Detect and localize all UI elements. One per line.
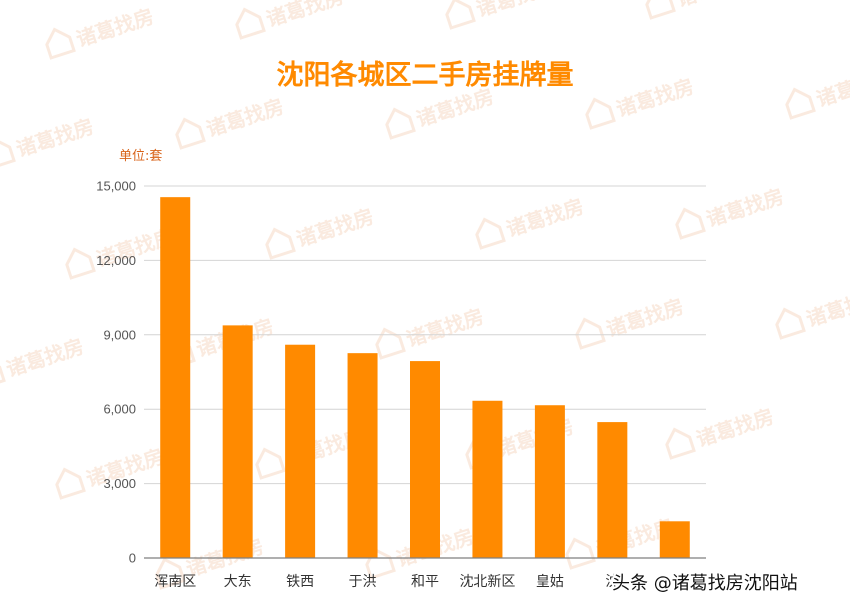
house-icon <box>445 0 476 30</box>
x-axis-ticks: 浑南区 大东 铁西 于洪 和平 沈北新区 皇姑 沈 <box>154 574 619 590</box>
x-tick-label: 皇姑 <box>536 574 564 590</box>
watermark-text: 诸葛找房 <box>673 0 757 11</box>
house-icon <box>235 7 266 40</box>
credit-overlay: 头条 @诸葛找房沈阳站 头条 @诸葛找房沈阳站 <box>610 571 800 596</box>
bar <box>597 422 628 558</box>
watermark-text: 诸葛找房 <box>403 304 487 352</box>
credit-text: 头条 @诸葛找房沈阳站 <box>612 573 798 594</box>
house-icon <box>645 0 676 20</box>
watermark-text: 诸葛找房 <box>503 194 587 242</box>
house-icon <box>675 207 706 240</box>
y-tick-label: 9,000 <box>103 327 136 342</box>
watermark: 诸葛找房 <box>265 204 377 260</box>
watermark: 诸葛找房 <box>785 64 850 120</box>
x-tick-label: 铁西 <box>286 574 314 590</box>
bar <box>160 197 191 558</box>
x-tick-label: 浑南区 <box>154 574 196 590</box>
house-icon <box>255 447 286 480</box>
house-icon <box>575 317 606 350</box>
watermark: 诸葛找房 <box>665 404 777 460</box>
bar <box>472 400 503 558</box>
watermark-text: 诸葛找房 <box>813 64 850 112</box>
watermark: 诸葛找房 <box>675 184 787 240</box>
bar <box>410 361 440 558</box>
watermark-text: 诸葛找房 <box>803 284 850 332</box>
x-tick-label: 和平 <box>411 574 439 590</box>
watermark: 诸葛找房 <box>445 0 557 30</box>
watermark-text: 诸葛找房 <box>3 334 87 382</box>
bar <box>222 325 253 558</box>
y-axis-ticks: 0 3,000 6,000 9,000 12,000 15,000 <box>96 179 136 566</box>
x-tick-label: 大东 <box>224 574 252 590</box>
house-icon <box>665 427 696 460</box>
x-tick-label: 于洪 <box>349 574 377 590</box>
watermark-text: 诸葛找房 <box>693 404 777 452</box>
y-tick-label: 15,000 <box>96 179 136 194</box>
y-unit-label: 单位:套 <box>119 148 162 164</box>
watermark: 诸葛找房 <box>65 224 177 280</box>
house-icon <box>475 217 506 250</box>
watermark-text: 诸葛找房 <box>73 4 157 52</box>
watermark-text: 诸葛找房 <box>203 94 287 142</box>
watermark: 诸葛找房 <box>645 0 757 20</box>
bar <box>534 405 565 558</box>
house-icon <box>265 227 296 260</box>
watermark: 诸葛找房 <box>775 284 850 340</box>
watermark-text: 诸葛找房 <box>613 74 697 122</box>
watermark: 诸葛找房 <box>475 194 587 250</box>
house-icon <box>65 247 96 280</box>
watermark-text: 诸葛找房 <box>13 114 97 162</box>
house-icon <box>45 27 76 60</box>
bar <box>659 521 690 558</box>
watermark-text: 诸葛找房 <box>413 84 497 132</box>
y-tick-label: 12,000 <box>96 253 136 268</box>
watermark: 诸葛找房 <box>175 94 287 150</box>
watermark: 诸葛找房 <box>55 444 167 500</box>
watermark-text: 诸葛找房 <box>263 0 347 31</box>
watermark: 诸葛找房 <box>375 304 487 360</box>
house-icon <box>385 107 416 140</box>
house-icon <box>775 307 806 340</box>
house-icon <box>785 87 816 120</box>
watermark: 诸葛找房 <box>45 4 157 60</box>
house-icon <box>175 117 206 150</box>
house-icon <box>375 327 406 360</box>
house-icon <box>585 97 616 130</box>
watermark: 诸葛找房 <box>585 74 697 130</box>
x-tick-label: 沈 <box>605 574 619 590</box>
y-tick-label: 0 <box>129 551 136 566</box>
bar <box>285 344 316 558</box>
watermark: 诸葛找房 <box>0 114 97 170</box>
watermark: 诸葛找房 <box>575 294 687 350</box>
watermark: 诸葛找房 <box>235 0 347 40</box>
bar <box>347 353 378 558</box>
house-icon <box>55 467 86 500</box>
bars <box>160 197 690 558</box>
x-tick-label: 沈北新区 <box>459 574 515 590</box>
house-icon <box>155 557 186 590</box>
credit-halo: 头条 @诸葛找房沈阳站 <box>612 573 798 594</box>
house-icon <box>0 357 6 390</box>
y-tick-label: 3,000 <box>103 476 136 491</box>
y-tick-label: 6,000 <box>103 402 136 417</box>
chart-title: 沈阳各城区二手房挂牌量 <box>277 59 574 91</box>
house-icon <box>0 137 16 170</box>
house-icon <box>565 537 596 570</box>
watermark: 诸葛找房 <box>0 334 87 390</box>
watermark-text: 诸葛找房 <box>293 204 377 252</box>
watermark-text: 诸葛找房 <box>473 0 557 21</box>
watermark-text: 诸葛找房 <box>703 184 787 232</box>
